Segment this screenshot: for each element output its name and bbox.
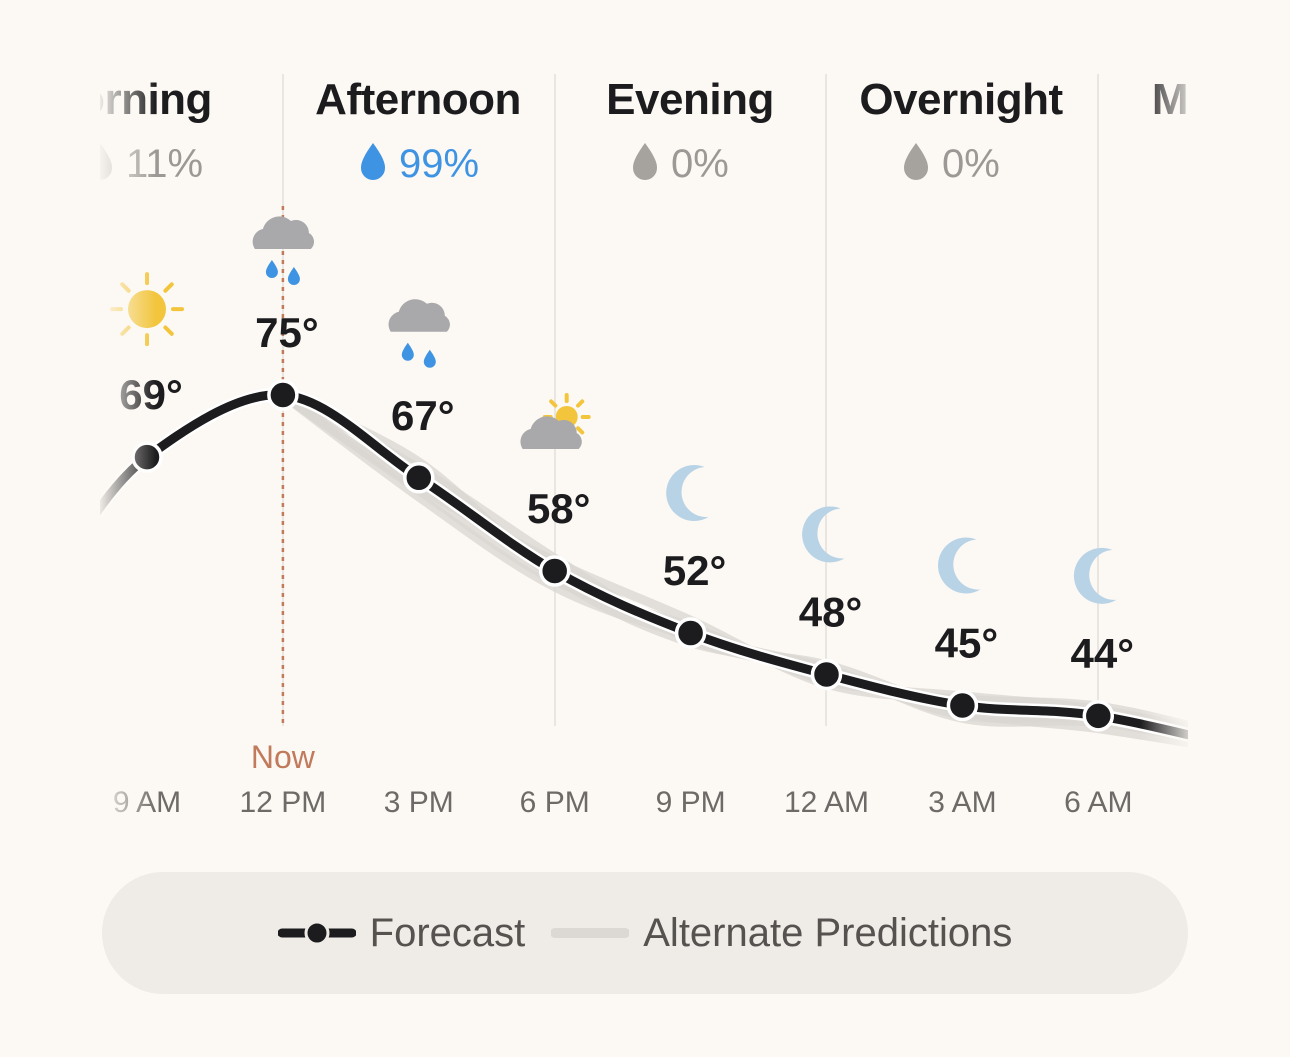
- period-name: Evening: [606, 75, 774, 124]
- precip-chance: 99%: [399, 142, 479, 186]
- period-header[interactable]: Overnight 0%: [859, 75, 1064, 186]
- temperature-chart[interactable]: orning11%Afternoon99%Evening0%Overnight0…: [0, 0, 1290, 860]
- forecast-point[interactable]: [403, 462, 435, 494]
- left-mask: [0, 60, 100, 820]
- temperature-label: 52°: [663, 547, 727, 594]
- time-label: 12 PM: [240, 786, 327, 819]
- temperature-label: 75°: [255, 309, 319, 356]
- time-label: 6 AM: [1064, 786, 1132, 819]
- raindrop-icon: [904, 143, 928, 180]
- forecast-point[interactable]: [946, 689, 979, 722]
- legend-alternate: Alternate Predictions: [551, 911, 1012, 956]
- moon-icon: [1073, 547, 1117, 604]
- temperature-label: 58°: [527, 485, 591, 532]
- forecast-point[interactable]: [1082, 700, 1115, 732]
- rain-cloud-icon: [388, 299, 450, 368]
- moon-icon: [937, 537, 981, 594]
- forecast-point[interactable]: [267, 379, 299, 411]
- forecast-point[interactable]: [674, 617, 707, 649]
- forecast-line: [65, 390, 1265, 757]
- alternate-line-swatch-icon: [551, 921, 630, 945]
- temperature-label: 48°: [799, 588, 863, 635]
- time-label: 6 PM: [520, 786, 590, 819]
- forecast-line-swatch-icon: [277, 921, 356, 945]
- temperature-label: 44°: [1071, 630, 1135, 677]
- time-label: 12 AM: [784, 786, 869, 819]
- raindrop-icon: [633, 143, 657, 180]
- moon-icon: [802, 506, 845, 563]
- moon-icon: [666, 465, 709, 522]
- legend-forecast-label: Forecast: [369, 910, 526, 955]
- time-label: 3 AM: [928, 786, 996, 819]
- forecast-point[interactable]: [538, 555, 571, 587]
- time-label: 3 PM: [384, 786, 454, 819]
- legend-forecast: Forecast: [277, 910, 526, 956]
- period-header[interactable]: Evening 0%: [606, 75, 774, 186]
- forecast-point[interactable]: [810, 658, 843, 691]
- precip-chance: 0%: [671, 142, 729, 186]
- temperature-label: 67°: [391, 392, 455, 439]
- now-label: Now: [251, 739, 316, 775]
- legend-alternate-label: Alternate Predictions: [643, 910, 1013, 955]
- chart-legend: Forecast Alternate Predictions: [102, 872, 1188, 994]
- period-header[interactable]: Afternoon 99%: [315, 75, 521, 186]
- right-mask: [1188, 60, 1290, 820]
- period-name: Afternoon: [315, 75, 521, 124]
- precip-chance: 0%: [942, 142, 1000, 186]
- period-name: Overnight: [859, 75, 1063, 124]
- rain-cloud-icon: [252, 216, 315, 285]
- temperature-label: 45°: [935, 620, 999, 667]
- left-fade: [96, 60, 156, 820]
- raindrop-icon: [361, 143, 385, 180]
- partly-cloudy-icon: [520, 392, 591, 449]
- time-label: 9 PM: [656, 786, 726, 819]
